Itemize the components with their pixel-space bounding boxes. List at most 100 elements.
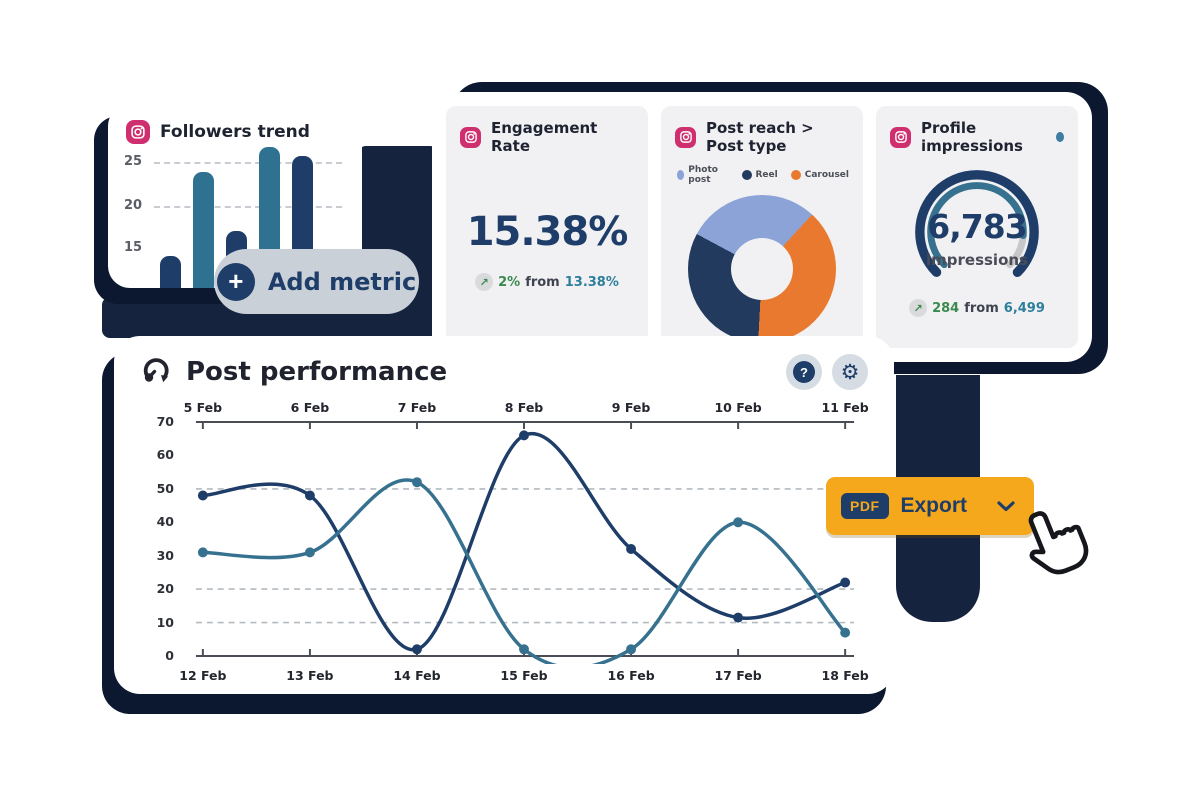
legend-dot-icon: [677, 170, 685, 180]
y-tick-label: 20: [124, 198, 143, 213]
x-tick-label: 7 Feb: [397, 400, 437, 415]
y-tick-label: 0: [165, 648, 174, 663]
legend-label: Carousel: [804, 170, 849, 180]
change-from-word: from: [525, 274, 560, 290]
engagement-rate-value: 15.38%: [466, 209, 629, 255]
data-point: [840, 577, 851, 588]
x-axis-bottom-labels: 12 Feb 13 Feb 14 Feb 15 Feb 16 Feb 17 Feb 18 F…: [179, 668, 869, 684]
post-reach-header: Post reach > Post type: [675, 119, 849, 155]
post-type-donut-chart: [688, 195, 836, 343]
data-point: [304, 547, 315, 558]
gridline: [154, 206, 342, 208]
x-tick-label: 15 Feb: [500, 668, 548, 683]
impressions-change: ↗ 284 from 6,499: [890, 299, 1064, 317]
legend-item: Reel: [741, 165, 778, 185]
legend-item: Carousel: [790, 165, 849, 185]
y-tick-label: 30: [156, 547, 174, 563]
legend-dot-icon: [741, 170, 752, 180]
post-performance-logo-icon: [143, 358, 169, 383]
change-previous-value: 13.38%: [564, 274, 619, 290]
performance-header: Post performance ? ⚙: [140, 354, 868, 390]
help-icon: ?: [793, 361, 815, 383]
data-point: [197, 547, 208, 558]
data-point: [412, 477, 422, 488]
add-metric-button[interactable]: + Add metric: [214, 249, 419, 314]
data-point: [197, 490, 208, 501]
performance-line-chart: 5 Feb 6 Feb 7 Feb 8 Feb 9 Feb 10 Feb 11 Feb 12…: [140, 400, 869, 684]
x-tick-label: 12 Feb: [179, 668, 227, 683]
gauge-outer-arc: [915, 170, 1039, 278]
x-tick-label: 16 Feb: [607, 668, 655, 683]
y-tick-label: 10: [156, 614, 174, 630]
x-tick-label: 17 Feb: [714, 668, 762, 683]
y-tick-label: 70: [156, 414, 174, 429]
x-tick-label: 18 Feb: [821, 668, 869, 683]
card-title: Profile impressions: [921, 119, 1023, 155]
impressions-gauge: 6,783 impressions: [897, 159, 1057, 297]
profile-impressions-card: Profile impressions 6,783 impressions ↗ …: [876, 106, 1078, 348]
y-tick-label: 15: [124, 240, 143, 255]
export-button[interactable]: PDF Export: [826, 477, 1034, 535]
donut-legend: Photo post Reel Carousel: [677, 165, 849, 185]
plus-icon: +: [216, 262, 255, 301]
engagement-header: Engagement Rate: [460, 119, 634, 155]
x-tick-label: 9 Feb: [611, 400, 651, 415]
gridline: [154, 162, 342, 164]
x-tick-label: 6 Feb: [290, 400, 330, 415]
data-point: [519, 430, 529, 441]
card-title: Post reach > Post type: [706, 119, 814, 155]
header-buttons: ? ⚙: [786, 354, 868, 390]
bar: [193, 172, 214, 288]
legend-item: Photo post: [677, 165, 729, 185]
series-teal: [201, 478, 847, 664]
data-point: [840, 627, 851, 638]
instagram-icon: [460, 126, 481, 148]
plot-region: [188, 418, 862, 664]
change-delta: 284: [932, 300, 960, 316]
x-tick-label: 13 Feb: [286, 668, 334, 683]
data-point: [626, 644, 637, 655]
x-tick-label: 5 Feb: [183, 400, 223, 415]
chevron-down-icon[interactable]: [997, 500, 1015, 512]
x-tick-label: 11 Feb: [821, 400, 869, 415]
y-tick-label: 40: [156, 514, 174, 530]
arrow-up-right-icon: ↗: [475, 273, 494, 291]
gauge-progress-arc: [927, 182, 1027, 269]
impressions-value: 6,783: [927, 207, 1027, 246]
post-reach-card: Post reach > Post type Photo post Reel Car…: [661, 106, 863, 348]
series-navy: [201, 431, 847, 652]
engagement-rate-card: Engagement Rate 15.38% ↗ 2% from 13.38%: [446, 106, 648, 348]
data-point: [412, 644, 422, 655]
impressions-header: Profile impressions: [890, 119, 1064, 155]
x-tick-label: 8 Feb: [504, 400, 544, 415]
impressions-unit: impressions: [926, 251, 1028, 269]
data-point: [626, 544, 637, 554]
change-delta: 2%: [498, 274, 521, 290]
y-tick-label: 25: [124, 154, 143, 169]
help-button[interactable]: ?: [786, 354, 822, 390]
x-axis-top-labels: 5 Feb 6 Feb 7 Feb 8 Feb 9 Feb 10 Feb 11 Feb: [184, 400, 869, 416]
arrow-up-right-icon: ↗: [909, 299, 928, 317]
data-point: [519, 644, 529, 655]
cursor-hand-icon: [1028, 511, 1089, 575]
x-tick-label: 14 Feb: [393, 668, 441, 683]
data-point: [304, 490, 315, 501]
post-performance-card: Post performance ? ⚙ 5 Feb 6 Feb 7 Feb 8 Fe…: [114, 336, 894, 694]
instagram-icon: [126, 120, 150, 144]
card-title: Engagement Rate: [491, 119, 598, 155]
metric-dot-icon: [1056, 132, 1064, 142]
legend-label: Photo post: [688, 165, 718, 185]
settings-button[interactable]: ⚙: [832, 354, 868, 390]
data-point: [733, 517, 744, 528]
change-previous-value: 6,499: [1003, 300, 1045, 316]
change-from-word: from: [964, 300, 999, 316]
bar: [160, 256, 181, 288]
card-title: Followers trend: [160, 122, 310, 142]
pdf-badge: PDF: [841, 493, 889, 519]
add-metric-label: Add metric: [267, 267, 417, 296]
engagement-change: ↗ 2% from 13.38%: [460, 273, 634, 291]
y-tick-label: 20: [156, 581, 174, 597]
data-point: [733, 612, 744, 623]
export-label: Export: [900, 494, 968, 517]
followers-card-header: Followers trend: [126, 120, 344, 144]
